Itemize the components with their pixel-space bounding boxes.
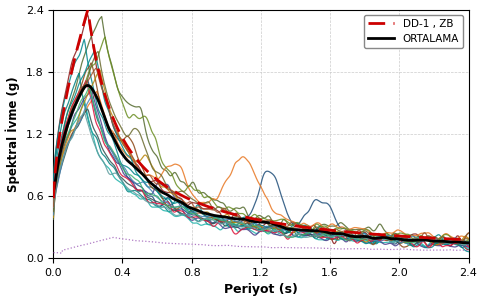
X-axis label: Periyot (s): Periyot (s) [224,284,298,297]
Y-axis label: Spektral İvme (g): Spektral İvme (g) [6,76,20,192]
Legend: DD-1 , ZB, ORTALAMA: DD-1 , ZB, ORTALAMA [364,15,463,48]
